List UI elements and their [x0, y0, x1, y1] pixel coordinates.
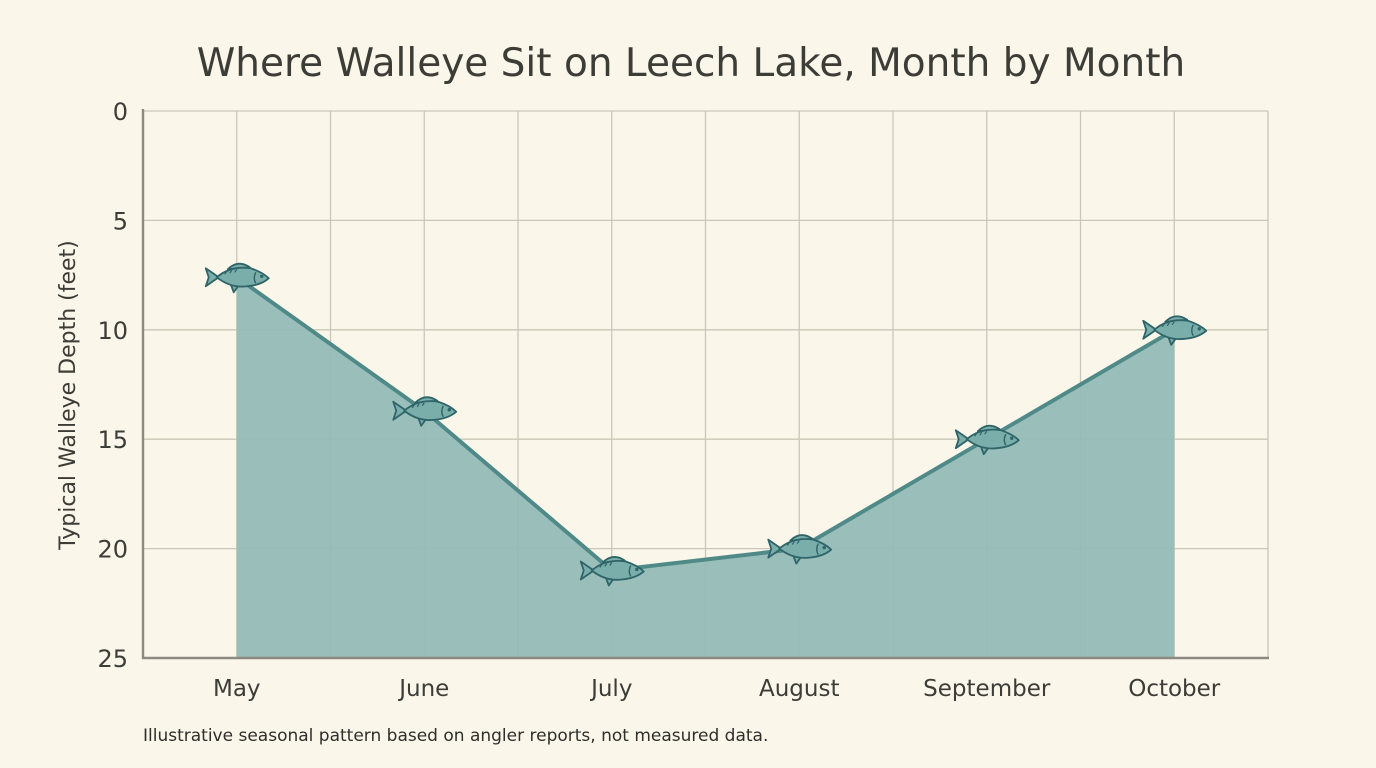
x-tick-labels: May June July August September October: [213, 676, 1221, 702]
x-tick-label: October: [1128, 676, 1221, 702]
x-tick-label: August: [759, 676, 840, 702]
fish-icon: [767, 534, 833, 565]
fish-icon: [954, 424, 1020, 456]
depth-line: [235, 275, 1176, 573]
footnote: Illustrative seasonal pattern based on a…: [143, 726, 768, 746]
axes: [141, 109, 1269, 660]
data-markers: [204, 262, 1208, 587]
y-tick-label: 10: [97, 317, 128, 345]
x-tick-label: July: [589, 676, 632, 702]
y-tick-labels: 0 5 10 15 20 25: [97, 98, 128, 673]
fish-icon: [204, 262, 270, 294]
area-series: [235, 275, 1176, 658]
fish-icon: [392, 396, 458, 427]
depth-area-fill: [236, 277, 1175, 658]
fish-icon: [579, 556, 645, 587]
y-tick-label: 0: [113, 98, 128, 126]
y-tick-label: 15: [97, 426, 128, 454]
y-tick-label: 20: [97, 536, 128, 564]
y-tick-label: 25: [97, 645, 128, 673]
x-tick-label: June: [397, 676, 449, 702]
fish-icon: [1142, 315, 1208, 346]
y-axis-label: Typical Walleye Depth (feet): [56, 240, 81, 551]
x-tick-label: May: [213, 676, 261, 702]
y-tick-label: 5: [113, 207, 128, 235]
x-tick-label: September: [923, 676, 1051, 702]
chart-title: Where Walleye Sit on Leech Lake, Month b…: [197, 41, 1186, 86]
